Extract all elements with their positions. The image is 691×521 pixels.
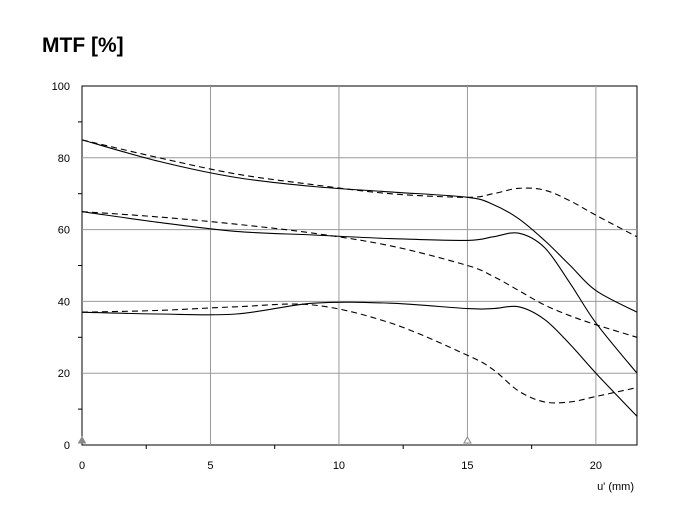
y-tick-label: 60 <box>58 225 70 237</box>
x-tick-label: 15 <box>461 460 473 472</box>
x-tick-label: 5 <box>207 460 213 472</box>
x-tick-label: 10 <box>333 460 345 472</box>
x-tick-label: 0 <box>79 460 85 472</box>
series-group <box>81 139 638 417</box>
series-line-2 <box>81 139 638 238</box>
y-tick-label: 80 <box>58 153 70 165</box>
x-tick-label: 20 <box>590 460 602 472</box>
field-marker <box>463 436 472 444</box>
chart-title: MTF [%] <box>42 34 124 57</box>
series-line-3 <box>81 211 638 374</box>
y-tick-label: 40 <box>58 296 70 308</box>
series-line-1 <box>81 139 638 313</box>
grid-lines <box>82 86 637 445</box>
y-tick-label: 20 <box>58 368 70 380</box>
x-axis-label: u' (mm) <box>597 481 634 493</box>
y-tick-label: 0 <box>64 440 70 452</box>
axis-ticks: 0 5 10 15 20 0 20 40 60 80 100 <box>52 81 602 472</box>
marker-group <box>77 436 472 444</box>
series-line-6 <box>81 303 638 404</box>
series-line-4 <box>81 211 638 338</box>
field-marker <box>77 436 87 444</box>
plot-area <box>81 85 638 446</box>
series-line-5 <box>81 301 638 417</box>
y-tick-label: 100 <box>52 81 70 93</box>
